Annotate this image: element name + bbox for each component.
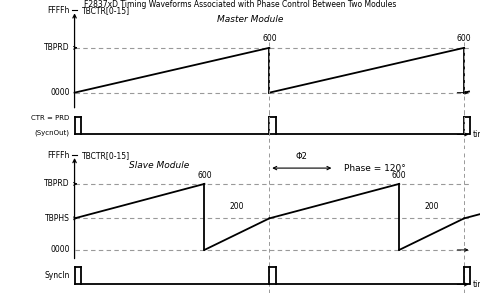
Text: TBPRD: TBPRD — [44, 43, 70, 52]
Text: 0000: 0000 — [50, 246, 70, 254]
Text: 600: 600 — [262, 34, 276, 42]
Text: F2837xD Timing Waveforms Associated with Phase Control Between Two Modules: F2837xD Timing Waveforms Associated with… — [84, 0, 396, 9]
Text: (SycnOut): (SycnOut) — [35, 130, 70, 136]
Text: CTR = PRD: CTR = PRD — [31, 115, 70, 121]
Text: TBPRD: TBPRD — [44, 179, 70, 188]
Text: 600: 600 — [391, 171, 406, 180]
Text: Slave Module: Slave Module — [128, 161, 189, 170]
Text: Φ2: Φ2 — [295, 152, 307, 161]
Text: TBPHS: TBPHS — [45, 214, 70, 223]
Text: 600: 600 — [456, 34, 470, 42]
Text: TBCTR[0-15]: TBCTR[0-15] — [82, 151, 130, 160]
Text: TBCTR[0-15]: TBCTR[0-15] — [82, 6, 130, 15]
Text: 200: 200 — [423, 202, 438, 211]
Text: time: time — [472, 130, 480, 139]
Text: FFFFh: FFFFh — [47, 6, 70, 15]
Text: time: time — [472, 280, 480, 289]
Text: 600: 600 — [197, 171, 211, 180]
Text: SyncIn: SyncIn — [44, 271, 70, 280]
Text: 200: 200 — [229, 202, 244, 211]
Text: FFFFh: FFFFh — [47, 151, 70, 160]
Text: Master Module: Master Module — [216, 15, 283, 24]
Text: Phase = 120°: Phase = 120° — [343, 163, 405, 173]
Text: 0000: 0000 — [50, 88, 70, 97]
